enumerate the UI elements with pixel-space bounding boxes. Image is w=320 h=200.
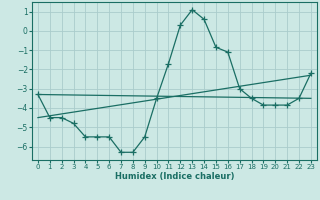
X-axis label: Humidex (Indice chaleur): Humidex (Indice chaleur) xyxy=(115,172,234,181)
